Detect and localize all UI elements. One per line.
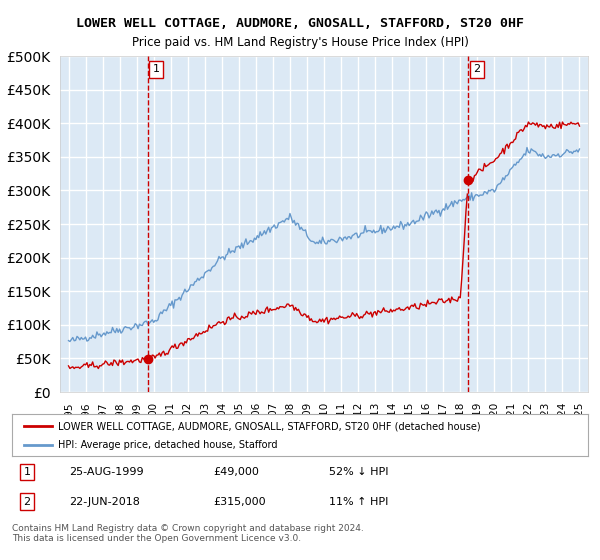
Text: £315,000: £315,000: [214, 497, 266, 507]
Text: 25-AUG-1999: 25-AUG-1999: [70, 467, 144, 477]
Text: 11% ↑ HPI: 11% ↑ HPI: [329, 497, 388, 507]
Text: HPI: Average price, detached house, Stafford: HPI: Average price, detached house, Staf…: [58, 440, 278, 450]
Text: 1: 1: [23, 467, 31, 477]
Text: 52% ↓ HPI: 52% ↓ HPI: [329, 467, 388, 477]
Text: £49,000: £49,000: [214, 467, 259, 477]
Text: Contains HM Land Registry data © Crown copyright and database right 2024.
This d: Contains HM Land Registry data © Crown c…: [12, 524, 364, 543]
Text: 22-JUN-2018: 22-JUN-2018: [70, 497, 140, 507]
Text: 2: 2: [473, 64, 481, 74]
Text: Price paid vs. HM Land Registry's House Price Index (HPI): Price paid vs. HM Land Registry's House …: [131, 36, 469, 49]
Text: 1: 1: [153, 64, 160, 74]
Text: 2: 2: [23, 497, 31, 507]
Text: LOWER WELL COTTAGE, AUDMORE, GNOSALL, STAFFORD, ST20 0HF: LOWER WELL COTTAGE, AUDMORE, GNOSALL, ST…: [76, 17, 524, 30]
Text: LOWER WELL COTTAGE, AUDMORE, GNOSALL, STAFFORD, ST20 0HF (detached house): LOWER WELL COTTAGE, AUDMORE, GNOSALL, ST…: [58, 421, 481, 431]
